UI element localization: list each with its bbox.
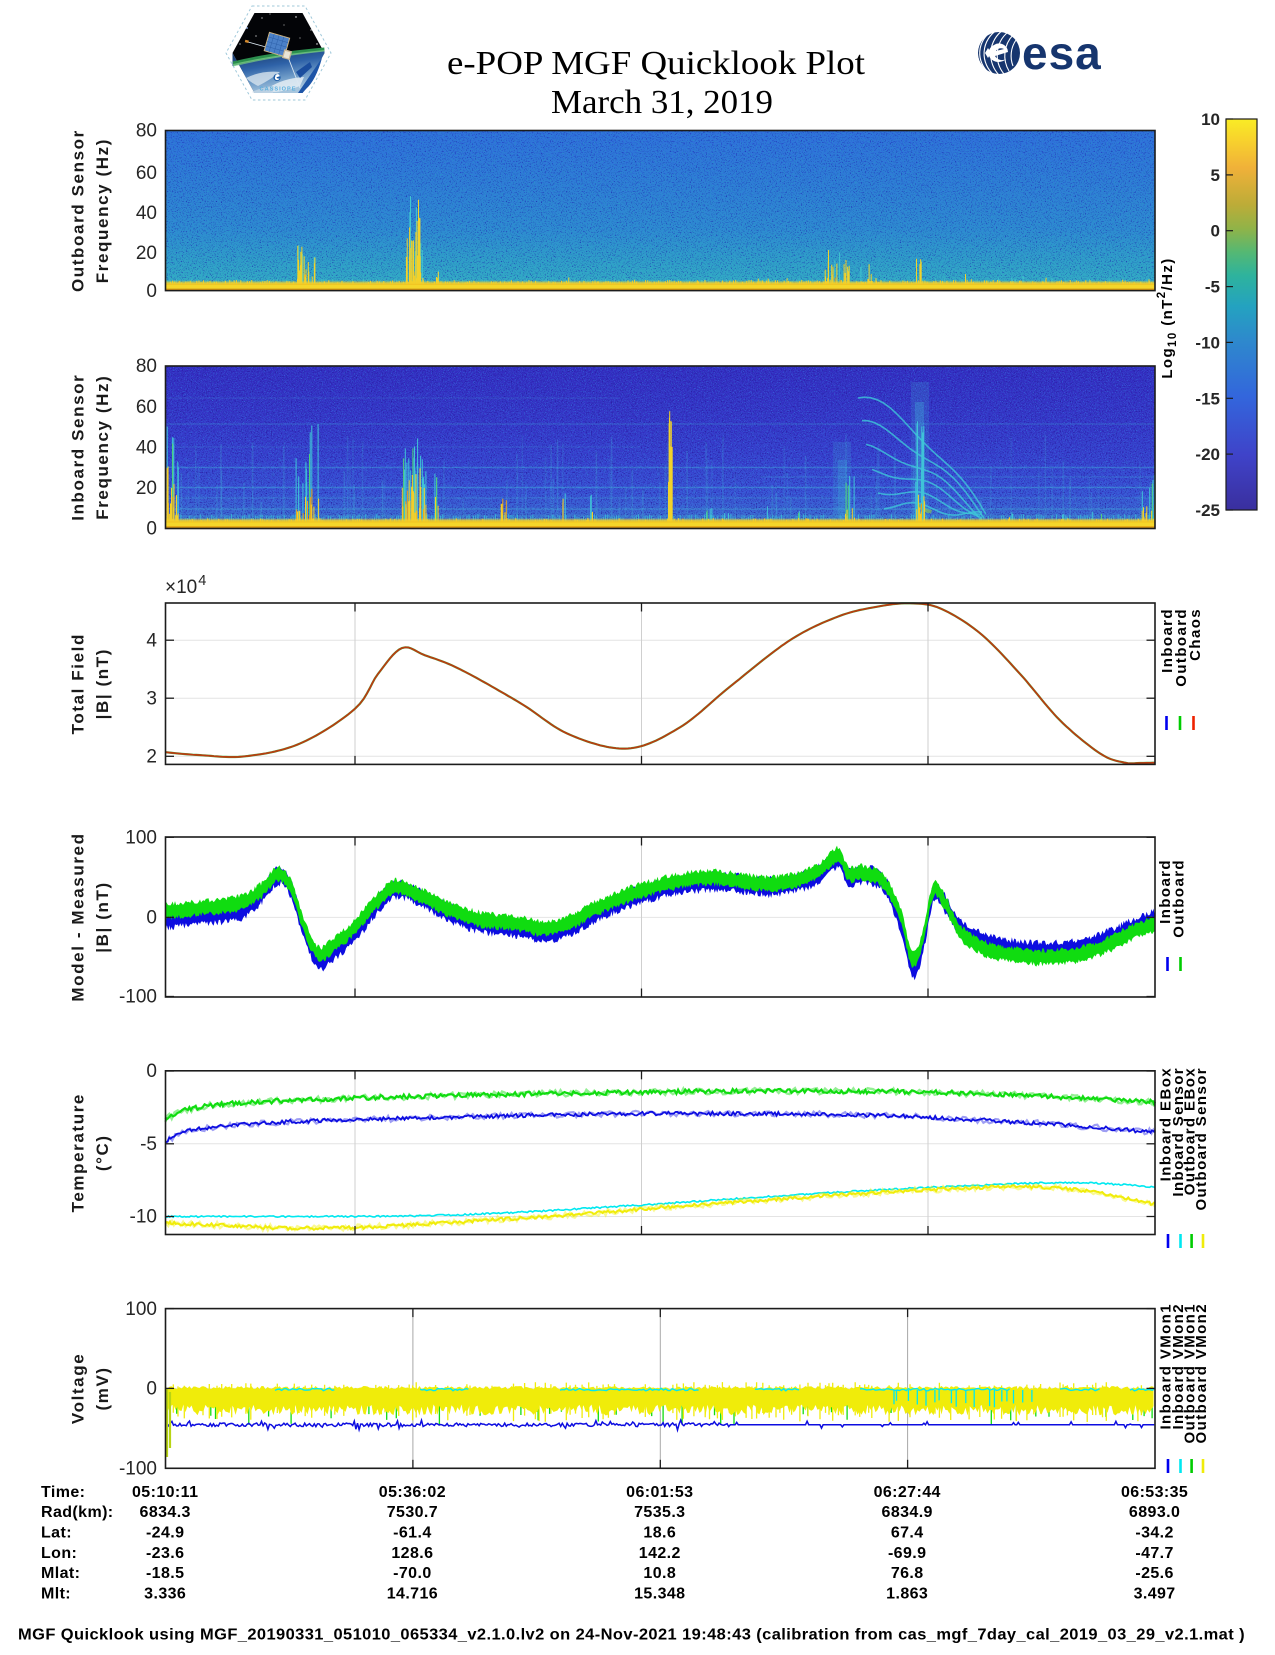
- svg-text:4: 4: [146, 630, 157, 651]
- svg-text:-5: -5: [1205, 278, 1220, 297]
- svg-text:-24.9: -24.9: [146, 1525, 184, 1542]
- svg-text:Outboard Sensor: Outboard Sensor: [1193, 1067, 1210, 1211]
- svg-text:-20: -20: [1195, 445, 1220, 464]
- svg-text:Chaos: Chaos: [1187, 608, 1204, 661]
- svg-text:3.497: 3.497: [1134, 1585, 1176, 1602]
- svg-text:Log10 (nT2/Hz): Log10 (nT2/Hz): [1156, 257, 1179, 378]
- svg-text:60: 60: [136, 163, 157, 184]
- svg-text:6893.0: 6893.0: [1129, 1504, 1180, 1521]
- svg-text:(°C): (°C): [93, 1134, 112, 1171]
- svg-text:-15: -15: [1195, 389, 1220, 408]
- svg-text:67.4: 67.4: [891, 1525, 924, 1542]
- svg-text:2: 2: [146, 747, 157, 768]
- svg-text:80: 80: [136, 356, 157, 377]
- svg-text:3: 3: [146, 688, 157, 709]
- svg-text:20: 20: [136, 243, 157, 264]
- svg-text:40: 40: [136, 437, 157, 458]
- svg-text:Total Field: Total Field: [69, 633, 88, 734]
- svg-text:-47.7: -47.7: [1135, 1545, 1173, 1562]
- svg-text:6834.3: 6834.3: [140, 1504, 191, 1521]
- svg-text:Voltage: Voltage: [69, 1353, 88, 1424]
- svg-text:esa: esa: [1022, 27, 1102, 79]
- svg-text:18.6: 18.6: [643, 1525, 676, 1542]
- svg-text:06:53:35: 06:53:35: [1121, 1484, 1188, 1501]
- svg-text:-5: -5: [140, 1134, 157, 1155]
- svg-text:128.6: 128.6: [391, 1545, 433, 1562]
- svg-text:-100: -100: [119, 987, 157, 1008]
- svg-text:3.336: 3.336: [144, 1585, 186, 1602]
- svg-text:Inboard VMon2: Inboard VMon2: [1170, 1303, 1187, 1430]
- svg-text:-34.2: -34.2: [1135, 1525, 1173, 1542]
- svg-text:100: 100: [125, 828, 157, 849]
- svg-text:0: 0: [1211, 222, 1220, 241]
- svg-text:Inboard VMon1: Inboard VMon1: [1157, 1303, 1174, 1430]
- svg-text:15.348: 15.348: [634, 1585, 685, 1602]
- svg-text:|B| (nT): |B| (nT): [93, 648, 112, 719]
- svg-text:05:10:11: 05:10:11: [132, 1484, 198, 1501]
- svg-text:Outboard: Outboard: [1173, 608, 1190, 687]
- svg-text:1.863: 1.863: [886, 1585, 928, 1602]
- svg-text:06:01:53: 06:01:53: [626, 1484, 693, 1501]
- svg-text:10.8: 10.8: [643, 1565, 676, 1582]
- svg-text:-100: -100: [119, 1459, 157, 1480]
- svg-text:Lat:: Lat:: [41, 1525, 72, 1542]
- svg-text:-10: -10: [1195, 333, 1220, 352]
- svg-text:20: 20: [136, 478, 157, 499]
- svg-text:-10: -10: [130, 1207, 157, 1228]
- svg-text:Inboard EBox: Inboard EBox: [1157, 1067, 1174, 1181]
- svg-text:Inboard Sensor: Inboard Sensor: [69, 374, 88, 521]
- svg-text:-23.6: -23.6: [146, 1545, 184, 1562]
- svg-text:Outboard: Outboard: [1171, 859, 1188, 938]
- svg-text:0: 0: [146, 908, 157, 929]
- svg-text:Model - Measured: Model - Measured: [69, 832, 88, 1001]
- svg-text:6834.9: 6834.9: [882, 1504, 933, 1521]
- svg-text:Temperature: Temperature: [69, 1093, 88, 1212]
- svg-text:05:36:02: 05:36:02: [379, 1484, 446, 1501]
- svg-text:Inboard Sensor: Inboard Sensor: [1170, 1067, 1187, 1197]
- svg-text:Inboard: Inboard: [1159, 608, 1176, 673]
- svg-text:MGF Quicklook using MGF_201903: MGF Quicklook using MGF_20190331_051010_…: [18, 1627, 1245, 1644]
- svg-text:10: 10: [1201, 110, 1220, 129]
- svg-text:-25: -25: [1195, 501, 1220, 520]
- svg-text:0: 0: [146, 519, 157, 540]
- svg-text:60: 60: [136, 397, 157, 418]
- svg-text:-70.0: -70.0: [393, 1565, 431, 1582]
- svg-text:0: 0: [146, 281, 157, 302]
- svg-text:e-POP MGF Quicklook Plot: e-POP MGF Quicklook Plot: [447, 45, 866, 82]
- svg-text:80: 80: [136, 121, 157, 142]
- svg-text:Frequency (Hz): Frequency (Hz): [93, 138, 112, 283]
- svg-text:7530.7: 7530.7: [387, 1504, 438, 1521]
- svg-text:Outboard Sensor: Outboard Sensor: [69, 129, 88, 292]
- svg-text:0: 0: [146, 1061, 157, 1082]
- svg-text:Mlat:: Mlat:: [41, 1565, 80, 1582]
- svg-text:Outboard EBox: Outboard EBox: [1182, 1067, 1199, 1195]
- svg-text:100: 100: [125, 1299, 157, 1320]
- svg-text:-18.5: -18.5: [146, 1565, 184, 1582]
- svg-text:Frequency (Hz): Frequency (Hz): [93, 375, 112, 520]
- svg-text:5: 5: [1211, 166, 1220, 185]
- svg-text:06:27:44: 06:27:44: [874, 1484, 941, 1501]
- svg-text:Outboard VMon1: Outboard VMon1: [1182, 1303, 1199, 1443]
- svg-text:|B| (nT): |B| (nT): [93, 881, 112, 952]
- svg-text:0: 0: [146, 1379, 157, 1400]
- svg-text:Rad(km):: Rad(km):: [41, 1504, 114, 1521]
- svg-text:Outboard VMon2: Outboard VMon2: [1193, 1303, 1210, 1443]
- svg-text:(mV): (mV): [93, 1366, 112, 1410]
- svg-text:March 31, 2019: March 31, 2019: [551, 84, 773, 121]
- svg-text:40: 40: [136, 203, 157, 224]
- svg-text:14.716: 14.716: [387, 1585, 438, 1602]
- svg-text:76.8: 76.8: [891, 1565, 924, 1582]
- svg-text:-61.4: -61.4: [393, 1525, 431, 1542]
- svg-text:Time:: Time:: [41, 1484, 85, 1501]
- svg-text:Lon:: Lon:: [41, 1545, 77, 1562]
- svg-text:Mlt:: Mlt:: [41, 1585, 71, 1602]
- svg-text:-25.6: -25.6: [1135, 1565, 1173, 1582]
- svg-text:142.2: 142.2: [639, 1545, 681, 1562]
- svg-text:Inboard: Inboard: [1157, 859, 1174, 924]
- svg-text:-69.9: -69.9: [888, 1545, 926, 1562]
- svg-text:7535.3: 7535.3: [634, 1504, 685, 1521]
- svg-text:CASSIOPE: CASSIOPE: [260, 87, 297, 93]
